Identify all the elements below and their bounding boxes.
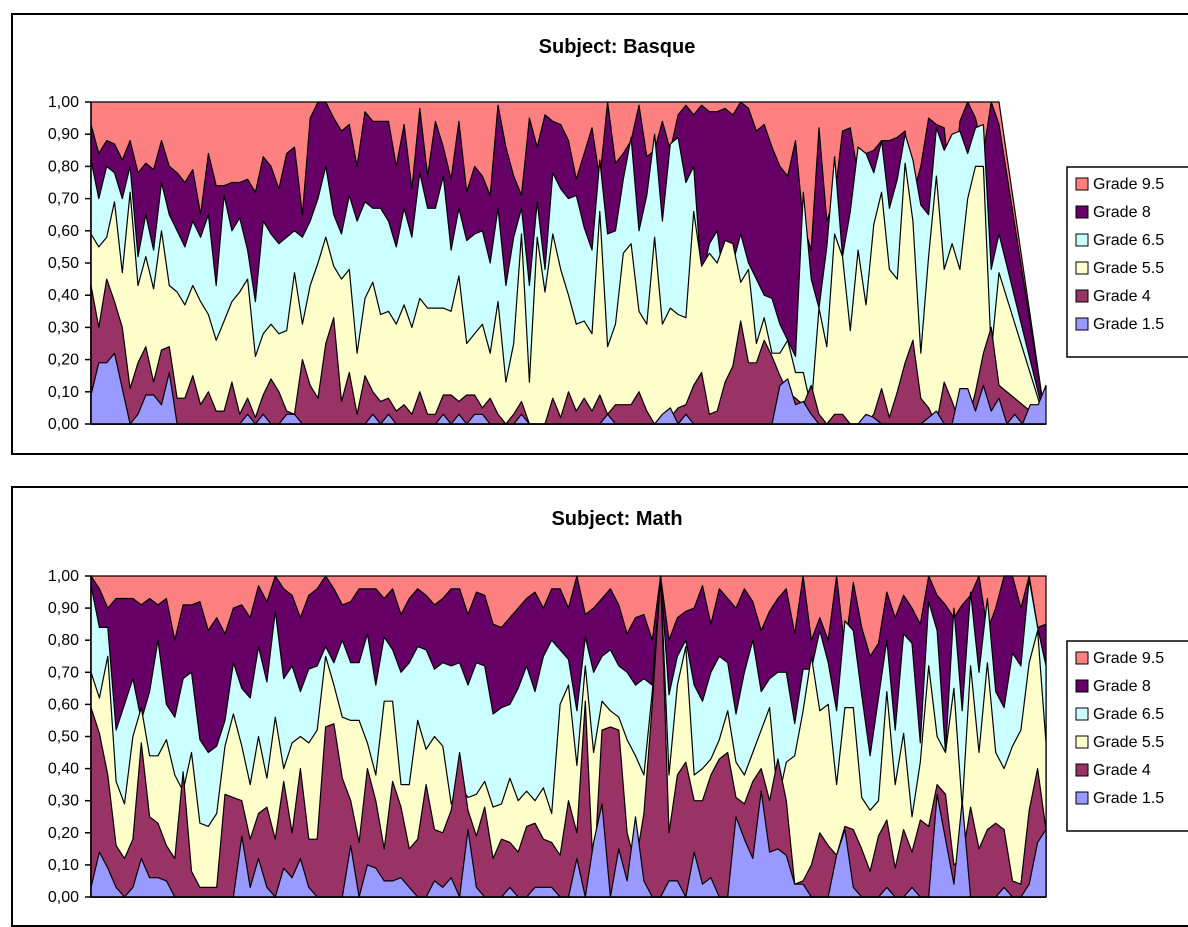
- legend-swatch-grade-9-5: [1075, 651, 1089, 665]
- y-tick-label: 0,80: [48, 158, 79, 175]
- legend-swatch-grade-8: [1075, 205, 1089, 219]
- legend-label-grade-6-5: Grade 6.5: [1093, 232, 1164, 249]
- y-tick-label: 0,40: [48, 287, 79, 304]
- y-tick-label: 0,10: [48, 857, 79, 874]
- y-tick-label: 0,00: [48, 416, 79, 433]
- y-tick-label: 0,50: [48, 255, 79, 272]
- legend-label-grade-4: Grade 4: [1093, 762, 1151, 779]
- legend-swatch-grade-9-5: [1075, 177, 1089, 191]
- y-tick-label: 0,30: [48, 319, 79, 336]
- y-axis: 0,00 0,10 0,20 0,30 0,40 0,50 0,60 0,70 0,80 0,90…: [48, 568, 1046, 906]
- chart-math: Subject: Math 0,00 0,10 0,20 0,30 0,40 0,50 0,…: [11, 486, 1188, 927]
- legend-swatch-grade-6-5: [1075, 233, 1089, 247]
- legend-label-grade-9-5: Grade 9.5: [1093, 176, 1164, 193]
- y-tick-label: 0,00: [48, 889, 79, 906]
- y-tick-label: 1,00: [48, 94, 79, 111]
- legend-label-grade-4: Grade 4: [1093, 288, 1151, 305]
- legend-label-grade-8: Grade 8: [1093, 678, 1151, 695]
- legend-swatch-grade-8: [1075, 679, 1089, 693]
- y-tick-label: 0,20: [48, 825, 79, 842]
- y-tick-label: 0,90: [48, 600, 79, 617]
- plot-area: [90, 101, 1047, 425]
- y-tick-label: 0,30: [48, 793, 79, 810]
- plot-area: [90, 575, 1047, 898]
- y-tick-label: 0,70: [48, 664, 79, 681]
- legend-label-grade-8: Grade 8: [1093, 204, 1151, 221]
- y-tick-label: 0,60: [48, 696, 79, 713]
- y-axis: 0,00 0,10 0,20 0,30 0,40 0,50 0,60 0,70 0,80 0,90…: [48, 94, 1046, 433]
- legend-swatch-grade-5-5: [1075, 261, 1089, 275]
- legend-label-grade-9-5: Grade 9.5: [1093, 650, 1164, 667]
- series-area-grade-1-5: [90, 790, 1047, 898]
- legend-label-grade-1-5: Grade 1.5: [1093, 316, 1164, 333]
- chart-title: Subject: Basque: [539, 36, 696, 58]
- legend-label-grade-1-5: Grade 1.5: [1093, 790, 1164, 807]
- legend-label-grade-6-5: Grade 6.5: [1093, 706, 1164, 723]
- y-tick-label: 0,20: [48, 352, 79, 369]
- y-tick-label: 0,10: [48, 384, 79, 401]
- y-tick-label: 0,70: [48, 191, 79, 208]
- legend: Grade 9.5 Grade 8 Grade 6.5 Grade 5.5 Grade …: [1066, 166, 1188, 358]
- y-tick-label: 0,90: [48, 126, 79, 143]
- chart-basque-svg: Subject: Basque 0,00 0,10 0,20 0,30 0,40 0,50…: [48, 36, 1188, 433]
- y-tick-label: 0,80: [48, 632, 79, 649]
- chart-math-svg: Subject: Math 0,000,100,200,300,400,500,…: [48, 508, 1188, 906]
- chart-basque: Subject: Basque 0,00 0,10 0,20 0,30 0,40 0,50…: [11, 13, 1188, 455]
- y-tick-label: 0,40: [48, 761, 79, 778]
- legend-swatch-grade-1-5: [1075, 317, 1089, 331]
- legend-label-grade-5-5: Grade 5.5: [1093, 260, 1164, 277]
- legend-swatch-grade-1-5: [1075, 791, 1089, 805]
- chart-title: Subject: Math: [551, 508, 682, 530]
- y-tick-label: 0,60: [48, 223, 79, 240]
- series-area-grade-4: [90, 575, 1047, 898]
- legend-label-grade-5-5: Grade 5.5: [1093, 734, 1164, 751]
- legend-swatch-grade-5-5: [1075, 735, 1089, 749]
- y-tick-label: 0,50: [48, 729, 79, 746]
- legend-swatch-grade-4: [1075, 763, 1089, 777]
- legend-swatch-grade-6-5: [1075, 707, 1089, 721]
- legend: Grade 9.5 Grade 8 Grade 6.5 Grade 5.5 Grade …: [1066, 640, 1188, 832]
- y-tick-label: 1,00: [48, 568, 79, 585]
- legend-swatch-grade-4: [1075, 289, 1089, 303]
